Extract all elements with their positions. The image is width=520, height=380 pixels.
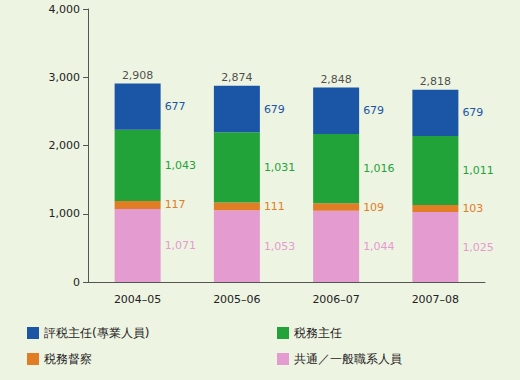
svg-text:677: 677: [165, 100, 186, 113]
svg-text:2005–06: 2005–06: [213, 293, 261, 306]
svg-text:1,000: 1,000: [49, 207, 81, 220]
svg-text:2,818: 2,818: [420, 75, 452, 88]
svg-text:679: 679: [264, 103, 285, 116]
svg-text:1,053: 1,053: [264, 240, 296, 253]
svg-text:111: 111: [264, 200, 285, 213]
svg-text:103: 103: [462, 202, 483, 215]
svg-text:2,874: 2,874: [221, 71, 253, 84]
svg-text:3,000: 3,000: [49, 71, 81, 84]
svg-text:税務督察: 税務督察: [44, 352, 92, 366]
svg-text:税務主任: 税務主任: [294, 326, 342, 340]
svg-text:共通／一般職系人員: 共通／一般職系人員: [294, 352, 402, 366]
svg-text:1,044: 1,044: [363, 240, 395, 253]
svg-text:4,000: 4,000: [49, 3, 81, 16]
svg-text:679: 679: [462, 106, 483, 119]
svg-text:1,016: 1,016: [363, 162, 395, 175]
svg-text:1,011: 1,011: [462, 164, 494, 177]
svg-text:評税主任(專業人員): 評税主任(專業人員): [44, 326, 149, 340]
svg-text:1,025: 1,025: [462, 241, 494, 254]
svg-text:109: 109: [363, 201, 384, 214]
svg-text:2,000: 2,000: [49, 139, 81, 152]
svg-text:2004–05: 2004–05: [114, 293, 162, 306]
svg-text:117: 117: [165, 198, 186, 211]
svg-text:679: 679: [363, 104, 384, 117]
svg-text:1,071: 1,071: [165, 239, 197, 252]
svg-text:2006–07: 2006–07: [312, 293, 360, 306]
svg-text:1,043: 1,043: [165, 159, 197, 172]
svg-text:1,031: 1,031: [264, 161, 296, 174]
svg-text:2007–08: 2007–08: [412, 293, 460, 306]
svg-text:2,908: 2,908: [122, 69, 154, 82]
svg-text:2,848: 2,848: [320, 73, 352, 86]
svg-text:0: 0: [73, 276, 80, 289]
